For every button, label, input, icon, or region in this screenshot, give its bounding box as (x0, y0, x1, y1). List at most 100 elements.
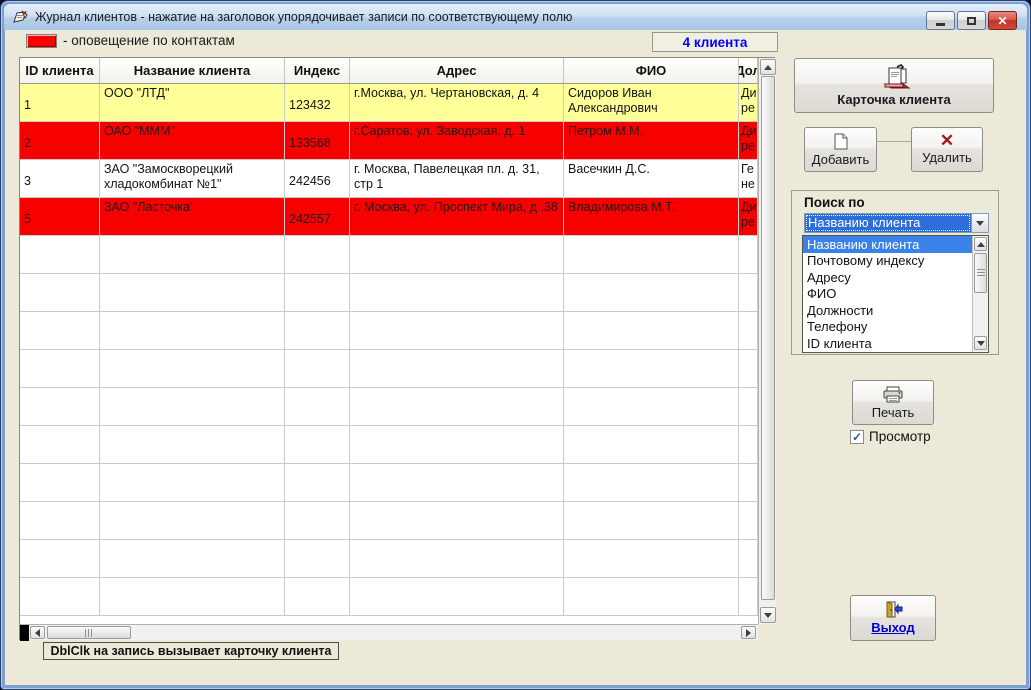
cell-name[interactable] (100, 502, 285, 539)
cell-name[interactable] (100, 464, 285, 501)
table-row[interactable]: 2 ОАО "МММ" 133568 г.Саратов, ул. Заводс… (20, 122, 758, 160)
checkbox-checked-icon[interactable]: ✓ (850, 429, 864, 444)
cell-fio[interactable] (564, 578, 739, 615)
cell-name[interactable] (100, 274, 285, 311)
cell-fio[interactable]: Петром М.М. (564, 122, 739, 159)
cell-index[interactable] (285, 578, 350, 615)
cell-address[interactable] (350, 236, 564, 273)
cell-position[interactable] (739, 578, 758, 615)
cell-id[interactable] (20, 236, 100, 273)
cell-position[interactable] (739, 540, 758, 577)
minimize-button[interactable] (926, 11, 955, 30)
vertical-scrollbar[interactable] (758, 58, 776, 624)
cell-position[interactable]: Ди ре (739, 198, 758, 235)
cell-name[interactable]: ООО "ЛТД" (100, 84, 285, 121)
cell-position[interactable] (739, 236, 758, 273)
scroll-up-button[interactable] (760, 59, 776, 75)
cell-name[interactable] (100, 388, 285, 425)
cell-name[interactable] (100, 350, 285, 387)
table-row[interactable] (20, 578, 758, 616)
cell-address[interactable]: г. Москва, Павелецкая пл. д. 31, стр 1 (350, 160, 564, 197)
cell-fio[interactable]: Владимирова М.Т. (564, 198, 739, 235)
search-field-value[interactable]: Названию клиента (805, 214, 971, 232)
table-row[interactable]: 1 ООО "ЛТД" 123432 г.Москва, ул. Чертано… (20, 84, 758, 122)
cell-id[interactable] (20, 426, 100, 463)
combobox-dropdown-button[interactable] (971, 214, 988, 232)
cell-index[interactable] (285, 312, 350, 349)
cell-position[interactable] (739, 502, 758, 539)
cell-fio[interactable] (564, 350, 739, 387)
client-card-button[interactable]: Карточка клиента (794, 58, 994, 113)
cell-position[interactable] (739, 312, 758, 349)
table-row[interactable]: 5 ЗАО "Ласточка" 242557 г. Москва, ул. П… (20, 198, 758, 236)
print-button[interactable]: Печать (852, 380, 934, 425)
cell-address[interactable] (350, 464, 564, 501)
horizontal-scrollbar[interactable] (20, 624, 776, 641)
cell-fio[interactable] (564, 236, 739, 273)
cell-position[interactable]: Ге не (739, 160, 758, 197)
cell-name[interactable] (100, 236, 285, 273)
cell-index[interactable] (285, 388, 350, 425)
cell-address[interactable] (350, 312, 564, 349)
cell-id[interactable]: 5 (20, 198, 100, 235)
cell-id[interactable] (20, 502, 100, 539)
cell-address[interactable] (350, 578, 564, 615)
cell-id[interactable] (20, 388, 100, 425)
cell-name[interactable] (100, 426, 285, 463)
cell-id[interactable]: 2 (20, 122, 100, 159)
cell-address[interactable] (350, 350, 564, 387)
cell-position[interactable] (739, 388, 758, 425)
vertical-scroll-thumb[interactable] (761, 76, 775, 600)
cell-index[interactable] (285, 350, 350, 387)
cell-index[interactable]: 242456 (285, 160, 350, 197)
cell-fio[interactable] (564, 540, 739, 577)
cell-id[interactable] (20, 350, 100, 387)
titlebar[interactable]: Журнал клиентов - нажатие на заголовок у… (4, 4, 1027, 30)
cell-fio[interactable] (564, 464, 739, 501)
cell-fio[interactable] (564, 426, 739, 463)
cell-id[interactable] (20, 464, 100, 501)
cell-name[interactable] (100, 540, 285, 577)
search-option[interactable]: ID клиента (807, 335, 872, 351)
search-option[interactable]: Телефону (807, 319, 868, 335)
scroll-right-button[interactable] (741, 626, 756, 639)
cell-position[interactable] (739, 426, 758, 463)
cell-index[interactable]: 133568 (285, 122, 350, 159)
horizontal-scroll-thumb[interactable] (47, 626, 131, 639)
cell-address[interactable]: г.Москва, ул. Чертановская, д. 4 (350, 84, 564, 121)
table-row[interactable]: 3 ЗАО "Замоскворецкий хладокомбинат №1" … (20, 160, 758, 198)
cell-position[interactable] (739, 464, 758, 501)
table-row[interactable] (20, 274, 758, 312)
table-row[interactable] (20, 236, 758, 274)
scroll-down-button[interactable] (760, 607, 776, 623)
search-field-combobox[interactable]: Названию клиента (804, 213, 989, 233)
delete-button[interactable]: ✕ Удалить (911, 127, 983, 172)
table-row[interactable] (20, 464, 758, 502)
search-option[interactable]: ФИО (807, 286, 837, 302)
dropdown-scrollbar[interactable] (972, 236, 988, 352)
table-row[interactable] (20, 540, 758, 578)
column-header-0[interactable]: ID клиента (20, 58, 100, 83)
cell-fio[interactable] (564, 312, 739, 349)
column-header-4[interactable]: ФИО (564, 58, 739, 83)
cell-position[interactable]: Ди ре (739, 84, 758, 121)
cell-name[interactable] (100, 312, 285, 349)
cell-name[interactable]: ЗАО "Замоскворецкий хладокомбинат №1" (100, 160, 285, 197)
cell-name[interactable]: ЗАО "Ласточка" (100, 198, 285, 235)
column-header-1[interactable]: Название клиента (100, 58, 285, 83)
table-row[interactable] (20, 426, 758, 464)
cell-address[interactable]: г. Москва, ул. Проспект Мира, д .38 (350, 198, 564, 235)
cell-id[interactable] (20, 312, 100, 349)
grid-body[interactable]: 1 ООО "ЛТД" 123432 г.Москва, ул. Чертано… (20, 84, 758, 624)
table-row[interactable] (20, 350, 758, 388)
maximize-button[interactable] (957, 11, 986, 30)
cell-name[interactable]: ОАО "МММ" (100, 122, 285, 159)
cell-index[interactable]: 242557 (285, 198, 350, 235)
cell-index[interactable] (285, 236, 350, 273)
cell-index[interactable] (285, 464, 350, 501)
column-header-5[interactable]: Дол (739, 58, 758, 83)
search-option[interactable]: Почтовому индексу (807, 253, 925, 269)
cell-id[interactable]: 3 (20, 160, 100, 197)
dropdown-scroll-up-button[interactable] (974, 237, 987, 251)
cell-fio[interactable] (564, 274, 739, 311)
